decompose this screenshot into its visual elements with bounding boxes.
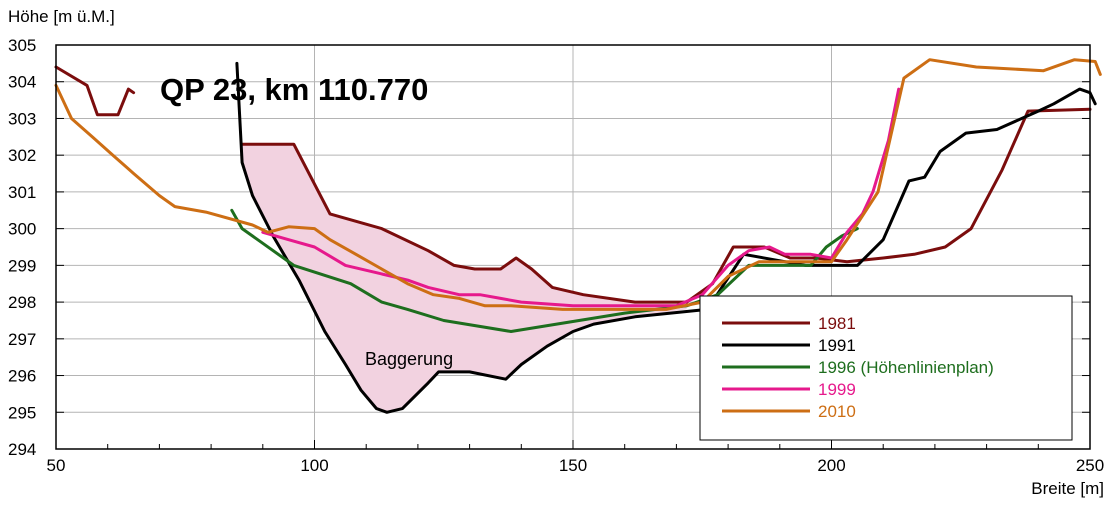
- legend-label: 2010: [818, 402, 856, 421]
- y-tick-label: 300: [8, 220, 36, 239]
- y-tick-label: 302: [8, 146, 36, 165]
- y-tick-label: 298: [8, 293, 36, 312]
- baggerung-fill-region: [242, 144, 687, 413]
- x-tick-label: 150: [559, 456, 587, 475]
- legend: 1981 1991 1996 (Höhenlinienplan) 1999 2010: [699, 295, 1073, 441]
- series-line-1991: [235, 61, 1097, 414]
- x-tick-label: 250: [1076, 456, 1104, 475]
- series-line-2010: [54, 58, 1102, 311]
- chart-title: QP 23, km 110.770: [160, 72, 428, 107]
- y-tick-label: 299: [8, 256, 36, 275]
- y-tick-label: 301: [8, 183, 36, 202]
- y-tick-label: 297: [8, 330, 36, 349]
- y-tick-label: 303: [8, 109, 36, 128]
- legend-items: 1981 1991 1996 (Höhenlinienplan) 1999 2010: [722, 314, 994, 421]
- y-tick-label: 294: [8, 440, 36, 459]
- x-axis-label: Breite [m]: [1031, 479, 1104, 498]
- legend-label: 1999: [818, 380, 856, 399]
- x-tick-label: 200: [817, 456, 845, 475]
- axis-ticks: 50 100 150 200 250 294 295 296 297 298 299 300 301 30…: [8, 36, 1104, 475]
- grid-lines: [56, 45, 1090, 449]
- series-line-1999: [261, 87, 901, 308]
- legend-label: 1996 (Höhenlinienplan): [818, 358, 994, 377]
- x-tick-label: 100: [300, 456, 328, 475]
- legend-label: 1981: [818, 314, 856, 333]
- x-tick-label: 50: [47, 456, 66, 475]
- series-line-1996: [230, 208, 859, 333]
- legend-label: 1991: [818, 336, 856, 355]
- y-tick-label: 295: [8, 403, 36, 422]
- series-lines: [54, 58, 1102, 414]
- y-tick-label: 305: [8, 36, 36, 55]
- y-tick-label: 296: [8, 367, 36, 386]
- y-tick-label: 304: [8, 73, 36, 92]
- annotation-baggerung: Baggerung: [365, 349, 453, 369]
- y-axis-label: Höhe [m ü.M.]: [8, 7, 115, 26]
